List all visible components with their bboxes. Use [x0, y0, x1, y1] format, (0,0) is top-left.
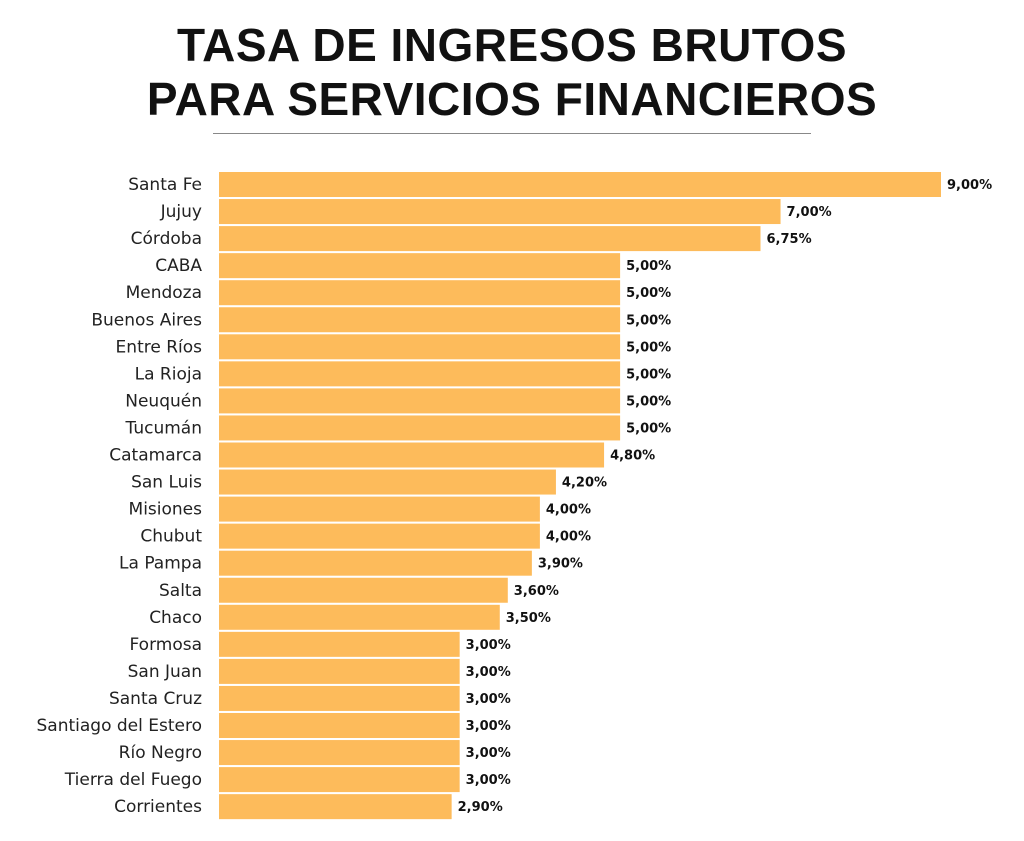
category-label: Río Negro: [119, 743, 202, 763]
bar: [219, 334, 621, 360]
bar: [219, 767, 460, 793]
value-label: 2,90%: [458, 800, 503, 815]
category-label: Córdoba: [131, 229, 202, 249]
value-label: 4,00%: [546, 503, 591, 518]
bar: [219, 713, 460, 738]
category-label: CABA: [155, 256, 202, 276]
category-label: Tierra del Fuego: [64, 770, 202, 790]
value-label: 3,00%: [466, 638, 511, 653]
bar: [219, 658, 460, 684]
category-label: Catamarca: [109, 446, 202, 466]
category-label: Chubut: [140, 527, 202, 547]
bar: [219, 307, 621, 333]
category-label: Jujuy: [160, 202, 202, 222]
value-label: 3,00%: [466, 719, 511, 734]
title-divider: [213, 133, 811, 134]
category-label: Formosa: [130, 635, 203, 655]
bar: [219, 280, 621, 306]
bar: [219, 794, 452, 820]
value-label: 3,00%: [466, 746, 511, 761]
value-label: 3,00%: [466, 773, 511, 788]
bar: [219, 685, 460, 711]
value-label: 3,00%: [466, 665, 511, 680]
category-label: Chaco: [149, 608, 202, 628]
value-label: 5,00%: [626, 367, 671, 382]
value-label: 5,00%: [626, 313, 671, 328]
category-label: La Rioja: [135, 364, 202, 384]
chart-title-line-2: PARA SERVICIOS FINANCIEROS: [146, 73, 878, 125]
value-label: 5,00%: [626, 286, 671, 301]
category-label: Entre Ríos: [116, 337, 203, 357]
value-label: 5,00%: [626, 340, 671, 355]
category-label: Buenos Aires: [91, 310, 202, 330]
bar: [219, 577, 508, 603]
value-label: 4,20%: [562, 476, 607, 491]
category-label: San Juan: [128, 662, 202, 682]
bar: [219, 550, 532, 576]
bar: [219, 388, 621, 414]
value-label: 3,50%: [506, 611, 551, 626]
category-label: San Luis: [131, 473, 202, 493]
category-label: Neuquén: [125, 391, 202, 411]
value-label: 7,00%: [787, 205, 832, 220]
bar: [219, 469, 556, 495]
value-label: 9,00%: [947, 178, 992, 193]
value-label: 4,80%: [610, 449, 655, 464]
value-label: 5,00%: [626, 394, 671, 409]
category-label: Santa Fe: [128, 175, 202, 195]
bar: [219, 415, 621, 441]
bar: [219, 631, 460, 657]
value-label: 3,90%: [538, 557, 583, 572]
category-label: Mendoza: [126, 283, 202, 303]
bar: [219, 226, 761, 252]
bar: [219, 740, 460, 766]
bar: [219, 172, 941, 197]
bar: [219, 523, 540, 549]
category-label: Santa Cruz: [109, 689, 202, 709]
category-label: La Pampa: [119, 554, 202, 574]
value-label: 4,00%: [546, 530, 591, 545]
category-label: Misiones: [129, 500, 203, 520]
bar: [219, 604, 500, 630]
value-label: 3,00%: [466, 692, 511, 707]
value-label: 3,60%: [514, 584, 559, 599]
value-label: 5,00%: [626, 259, 671, 274]
category-label: Santiago del Estero: [36, 716, 202, 736]
bar: [219, 496, 540, 522]
value-label: 6,75%: [767, 232, 812, 247]
bar: [219, 253, 621, 279]
bar: [219, 199, 781, 225]
chart-title-line-1: TASA DE INGRESOS BRUTOS: [176, 19, 848, 71]
value-label: 5,00%: [626, 421, 671, 436]
bar: [219, 442, 605, 468]
category-label: Corrientes: [114, 797, 202, 817]
bar: [219, 361, 621, 387]
category-label: Salta: [159, 581, 202, 601]
category-label: Tucumán: [125, 418, 202, 438]
